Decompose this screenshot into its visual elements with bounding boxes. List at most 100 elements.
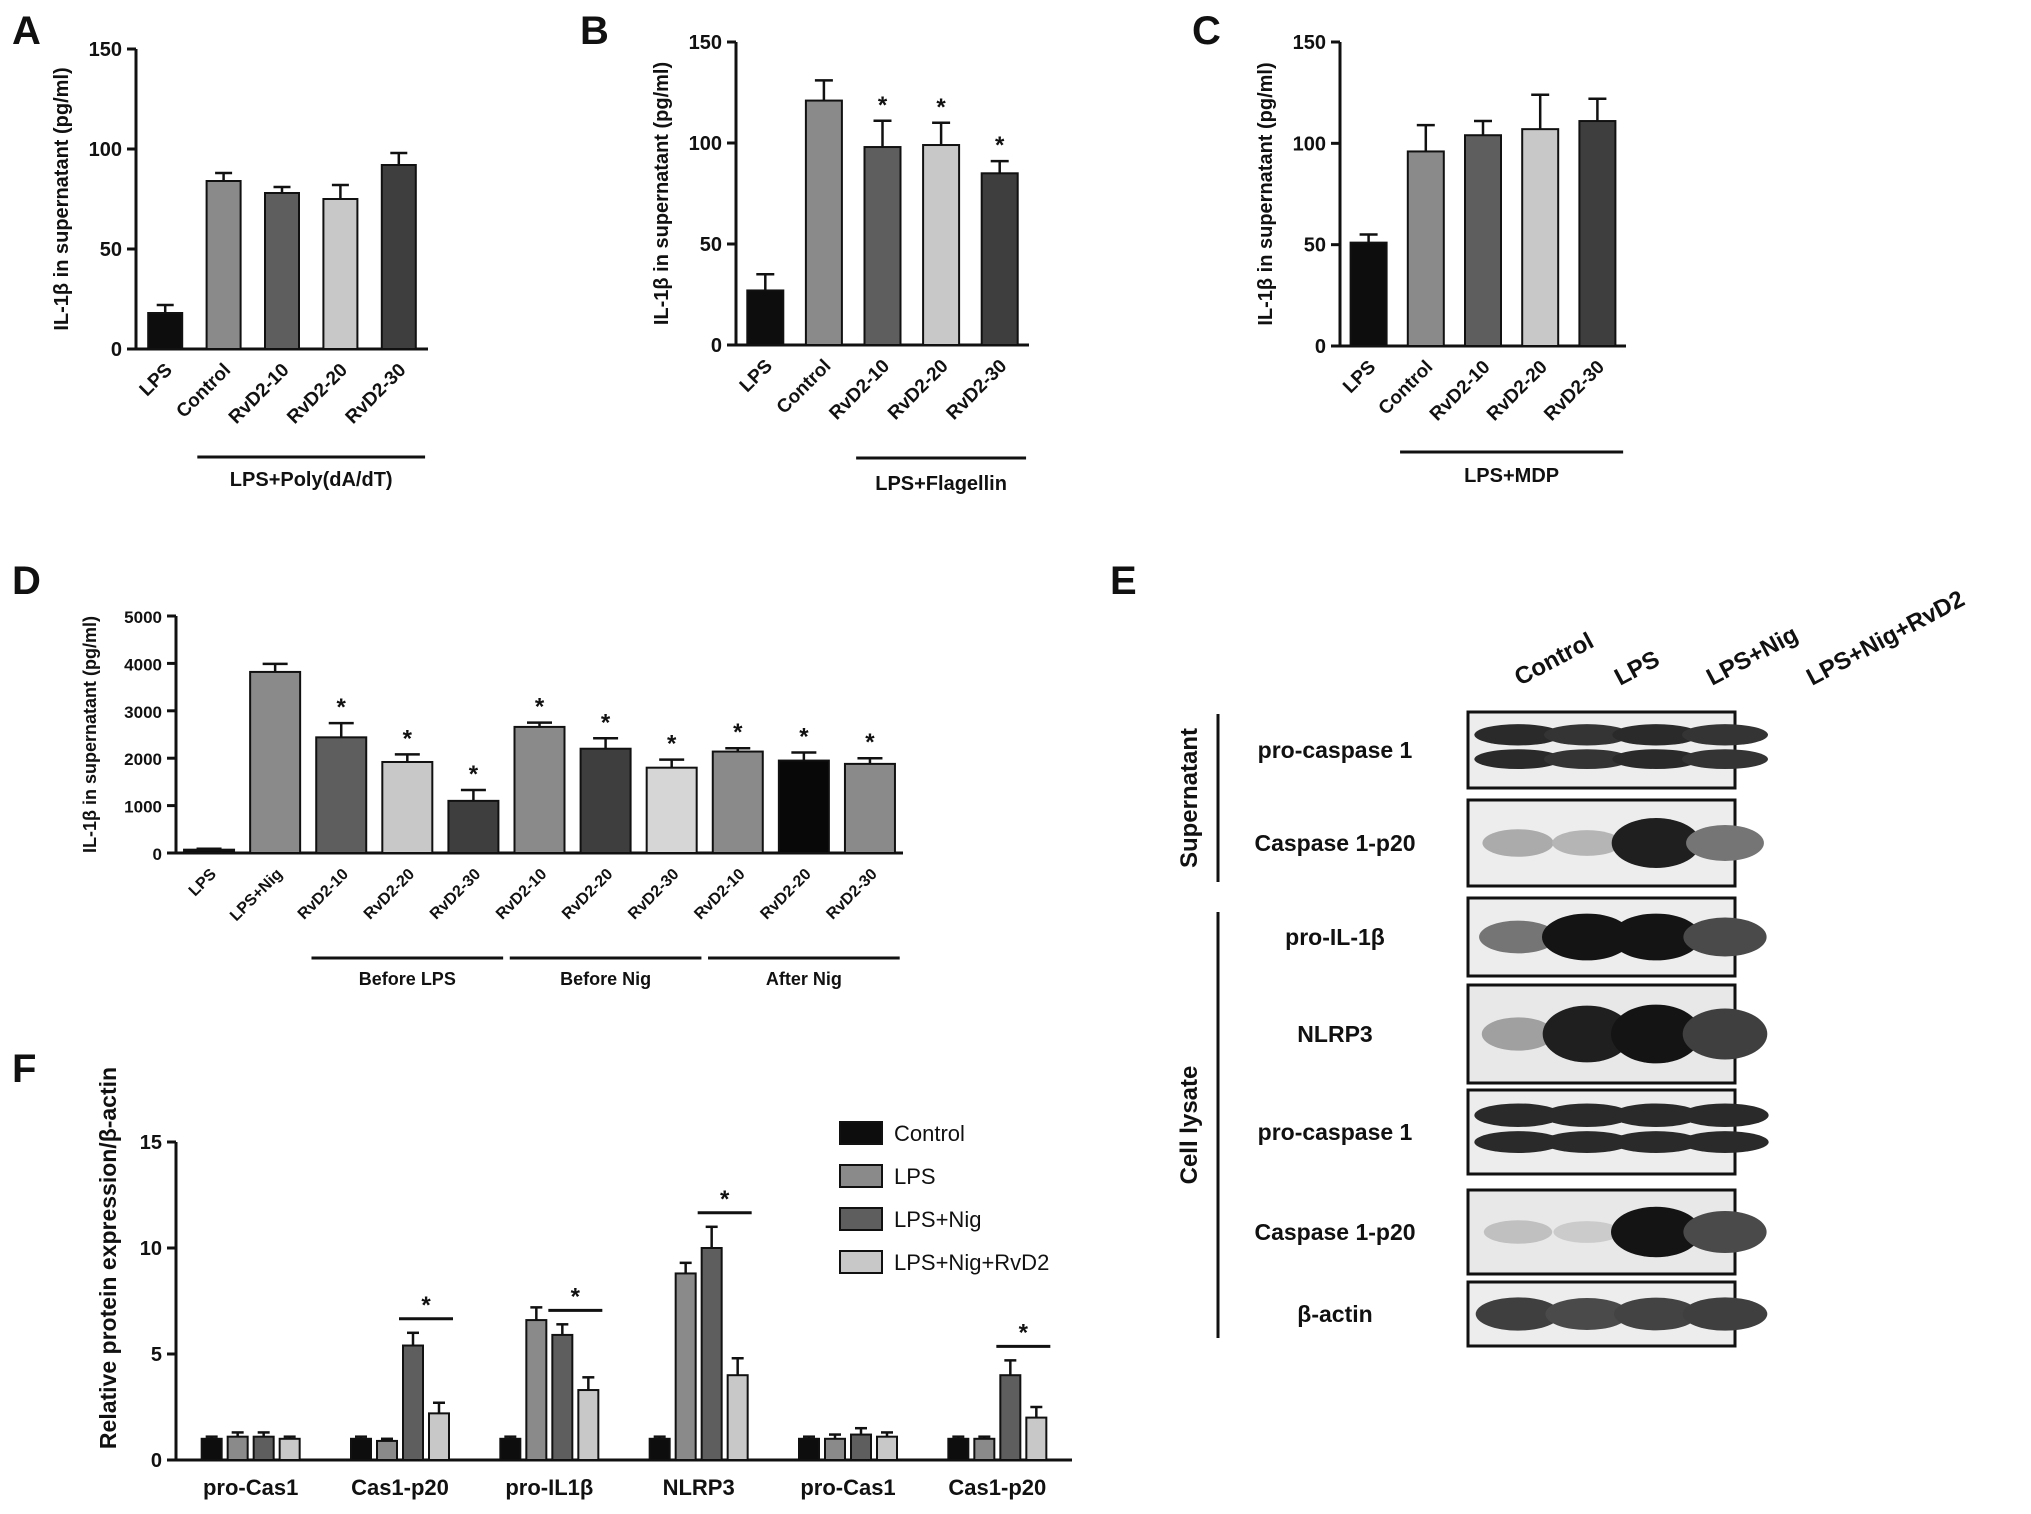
legend-swatch — [839, 1250, 883, 1274]
x-tick-label: RvD2-20 — [361, 866, 418, 923]
blot-band — [1612, 1103, 1700, 1127]
significance-asterisk: * — [571, 1283, 581, 1310]
y-tick-label: 0 — [151, 1450, 162, 1472]
bar-control — [648, 1437, 671, 1462]
x-tick-label: Cas1-p20 — [948, 1475, 1046, 1500]
significance-asterisk: * — [403, 725, 413, 752]
blot-band — [1481, 1017, 1555, 1051]
y-tick-label: 50 — [1304, 235, 1326, 257]
blot-band — [1686, 824, 1764, 862]
bar-lps-nig — [850, 1433, 872, 1462]
blot-band — [1612, 1131, 1700, 1153]
bar-lps — [226, 1435, 249, 1462]
panel-letter-c: C — [1192, 9, 1221, 53]
blot-row-label: pro-caspase 1 — [1258, 737, 1413, 763]
bar-rvd2-10 — [711, 750, 764, 855]
blot-band — [1681, 1131, 1769, 1153]
bar-control — [499, 1437, 522, 1462]
legend-swatch — [839, 1164, 883, 1188]
bar-rvd2-30 — [645, 766, 698, 854]
x-tick-label: LPS — [136, 360, 177, 401]
panel-letter-e: E — [1110, 559, 1137, 603]
y-tick-label: 0 — [711, 335, 722, 357]
chart-panel-d: 0 1000 2000 3000 4000 5000 IL-1β in supernatan… — [80, 608, 903, 989]
legend: Control LPS LPS+Nig LPS+Nig+RvD2 — [839, 1121, 1049, 1275]
blot-band — [1483, 1220, 1553, 1244]
bar-rvd2-10 — [264, 192, 300, 350]
section-label: Supernatant — [1176, 728, 1203, 868]
y-tick-label: 0 — [153, 845, 162, 864]
x-tick-label: pro-Cas1 — [800, 1475, 895, 1500]
blot-band — [1543, 1103, 1631, 1127]
significance-asterisk: * — [865, 729, 875, 756]
y-tick-label: 150 — [689, 32, 722, 54]
y-tick-label: 10 — [140, 1238, 162, 1260]
blot-band — [1474, 1131, 1562, 1153]
bar-control — [947, 1437, 970, 1462]
x-tick-label: RvD2-10 — [691, 866, 748, 923]
significance-asterisk: * — [667, 731, 677, 758]
y-tick-label: 5000 — [124, 608, 162, 627]
x-tick-label: RvD2-30 — [1540, 357, 1609, 426]
y-axis-label: IL-1β in supernatant (pg/ml) — [80, 616, 100, 853]
x-tick-label: LPS — [186, 866, 220, 900]
section-label: Cell lysate — [1176, 1066, 1203, 1185]
significance-asterisk: * — [720, 1186, 730, 1213]
chart-panel-f: 0 5 10 15 Relative protein expression/β-acti… — [95, 1067, 1072, 1500]
x-tick-label: RvD2-20 — [884, 356, 953, 425]
group-label: LPS+Poly(dA/dT) — [230, 469, 393, 491]
bar-rvd2-30 — [980, 172, 1019, 346]
group-label: After Nig — [766, 969, 842, 989]
blot-panel-e: Control LPS LPS+Nig LPS+Nig+RvD2 pro-caspase… — [1176, 585, 1969, 1348]
x-tick-label: RvD2-20 — [559, 866, 616, 923]
blot-band — [1682, 749, 1768, 769]
x-tick-label: RvD2-10 — [225, 360, 294, 429]
blot-band — [1681, 1103, 1769, 1127]
blot-band — [1682, 1297, 1768, 1331]
bar-lps — [674, 1272, 697, 1461]
bar-rvd2-10 — [863, 146, 902, 346]
blot-row-label: pro-caspase 1 — [1258, 1119, 1413, 1145]
x-tick-label: RvD2-10 — [295, 866, 352, 923]
significance-asterisk: * — [936, 94, 946, 121]
bar-rvd2-20 — [322, 198, 359, 350]
bar-lps-nig-rvd2 — [876, 1435, 898, 1462]
bar-lps — [376, 1439, 398, 1462]
blot-band — [1543, 1131, 1631, 1153]
bar-lps — [183, 848, 236, 855]
bar-control — [804, 99, 843, 346]
group-label: LPS+MDP — [1464, 465, 1559, 487]
bar-lps — [746, 289, 785, 346]
blot-band — [1612, 749, 1700, 769]
blot-band — [1553, 1221, 1621, 1243]
bar-lps — [525, 1319, 548, 1461]
bar-lps-nig — [402, 1344, 424, 1462]
x-tick-label: LPS — [736, 356, 777, 397]
bar-control — [205, 180, 242, 350]
bar-lps-nig-rvd2 — [726, 1374, 749, 1461]
legend-label: LPS+Nig+RvD2 — [894, 1250, 1049, 1275]
legend-label: LPS — [894, 1164, 936, 1189]
bar-rvd2-10 — [513, 725, 566, 855]
bar-control — [350, 1437, 372, 1462]
legend-label: Control — [894, 1121, 965, 1146]
x-tick-label: LPS+Nig — [227, 866, 286, 925]
group-label: Before LPS — [359, 969, 456, 989]
x-tick-label: RvD2-10 — [1426, 357, 1495, 426]
y-tick-label: 1000 — [124, 798, 162, 817]
blot-band — [1545, 1298, 1629, 1330]
legend-swatch — [839, 1207, 883, 1231]
y-tick-label: 0 — [1315, 336, 1326, 358]
y-tick-label: 50 — [100, 239, 122, 261]
bar-rvd2-20 — [777, 759, 830, 855]
panel-letter-a: A — [12, 9, 41, 53]
group-label: Before Nig — [560, 969, 651, 989]
y-axis-label: Relative protein expression/β-actin — [95, 1067, 121, 1449]
blot-band — [1552, 830, 1622, 856]
blot-band — [1682, 1008, 1768, 1060]
bar-lps-nig — [551, 1333, 574, 1462]
bar-rvd2-20 — [922, 144, 961, 346]
x-tick-label: RvD2-20 — [283, 360, 352, 429]
bar-lps-nig-rvd2 — [428, 1412, 450, 1461]
x-tick-label: Cas1-p20 — [351, 1475, 449, 1500]
